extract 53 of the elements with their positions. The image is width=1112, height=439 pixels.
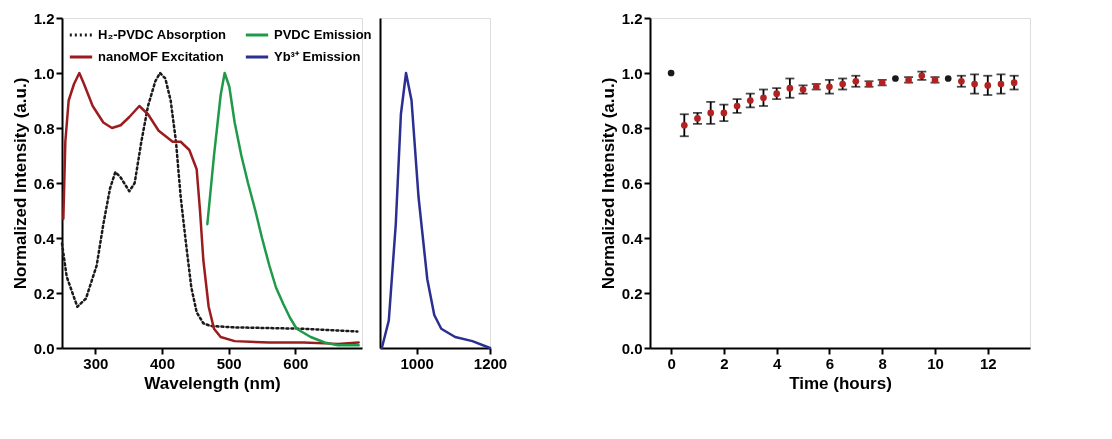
legend-label: PVDC Emission	[274, 27, 372, 42]
x-tick-label: 1000	[400, 354, 434, 372]
point	[720, 109, 728, 117]
point	[707, 109, 715, 117]
point	[773, 90, 781, 97]
x-tick-label: 12	[979, 354, 997, 372]
x-tick-label: 6	[825, 354, 835, 372]
point	[997, 80, 1005, 88]
x-tick-label: 300	[83, 354, 109, 372]
y-tick-label: 0.2	[33, 284, 55, 302]
y-tick-label: 1.2	[33, 9, 55, 27]
y-tick-label: 0.6	[33, 174, 55, 192]
y-tick-label: 0.0	[621, 339, 643, 357]
y-axis-title: Normalized Intensity (a.u.)	[598, 77, 618, 290]
x-tick-label: 8	[878, 354, 887, 372]
point	[733, 102, 741, 110]
point	[746, 97, 754, 104]
point	[984, 82, 992, 89]
y-tick-label: 1.2	[621, 9, 643, 27]
line-series	[206, 71, 360, 347]
point	[680, 121, 688, 129]
point	[892, 75, 899, 82]
point	[786, 84, 794, 92]
x-tick-label: 600	[283, 354, 309, 372]
y-tick-label: 0.4	[621, 229, 644, 247]
point	[826, 83, 833, 91]
point	[667, 69, 675, 77]
x-tick-label: 500	[216, 354, 242, 372]
x-tick-label: 400	[149, 354, 176, 372]
y-tick-label: 1.0	[33, 64, 55, 82]
y-tick-label: 0.2	[621, 284, 643, 302]
legend-label: Yb³⁺ Emission	[274, 49, 361, 64]
x-tick-label: 10	[927, 354, 944, 372]
y-tick-label: 0.8	[33, 119, 55, 137]
legend-label: H₂-PVDC Absorption	[98, 27, 227, 42]
x-tick-label: 0	[667, 354, 676, 372]
point	[1010, 79, 1018, 86]
x-axis-title: Wavelength (nm)	[144, 373, 281, 393]
x-tick-label: 1200	[473, 354, 508, 372]
y-axis-title: Normalized Intensity (a.u.)	[10, 77, 30, 290]
y-tick-label: 0.4	[33, 229, 56, 247]
y-tick-label: 1.0	[621, 64, 643, 82]
x-axis-title: Time (hours)	[789, 373, 892, 393]
point	[971, 80, 978, 88]
legend-label: nanoMOF Excitation	[98, 49, 224, 64]
point	[944, 75, 952, 82]
x-tick-label: 2	[720, 354, 729, 372]
y-tick-label: 0.6	[621, 174, 643, 192]
y-tick-label: 0.8	[621, 119, 643, 137]
point	[760, 94, 767, 102]
x-tick-label: 4	[772, 354, 782, 372]
point	[694, 115, 701, 122]
y-tick-label: 0.0	[33, 339, 55, 357]
